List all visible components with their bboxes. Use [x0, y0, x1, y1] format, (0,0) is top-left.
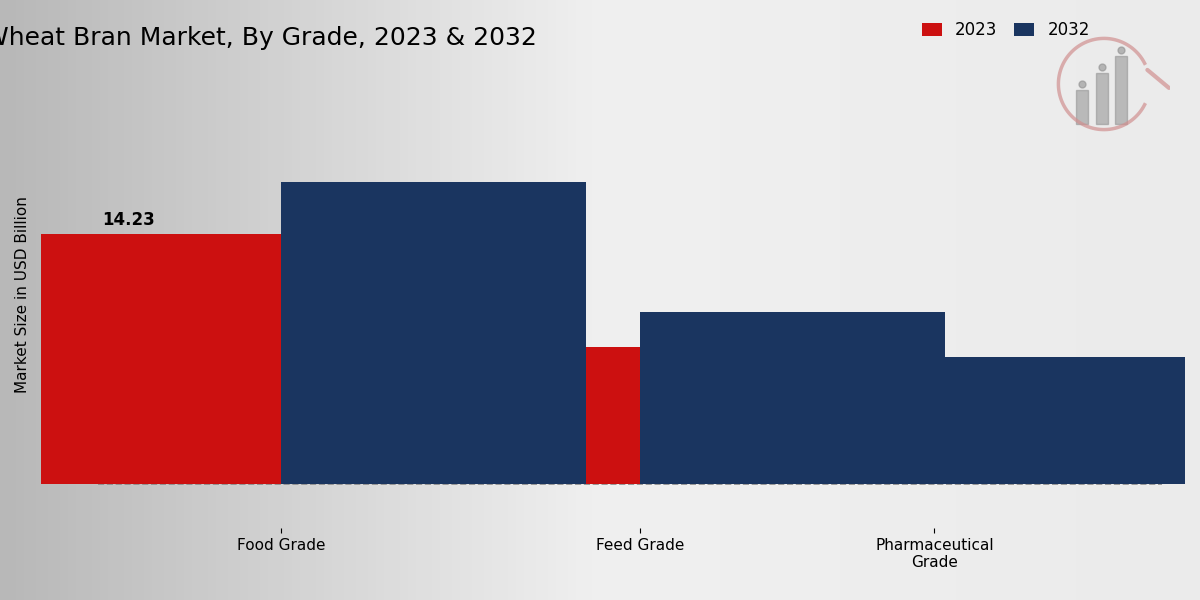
Text: Wheat Bran Market, By Grade, 2023 & 2032: Wheat Bran Market, By Grade, 2023 & 2032: [0, 26, 536, 50]
Bar: [0, 234, 281, 484]
Bar: [1076, 90, 1088, 124]
Text: 14.23: 14.23: [102, 211, 155, 229]
Bar: [1096, 73, 1108, 124]
Legend: 2023, 2032: 2023, 2032: [916, 14, 1097, 46]
Bar: [1115, 56, 1127, 124]
Y-axis label: Market Size in USD Billion: Market Size in USD Billion: [14, 197, 30, 394]
Bar: [935, 358, 1200, 484]
Bar: [641, 311, 946, 484]
Bar: [281, 182, 586, 484]
Bar: [335, 347, 641, 484]
Bar: [629, 382, 935, 484]
